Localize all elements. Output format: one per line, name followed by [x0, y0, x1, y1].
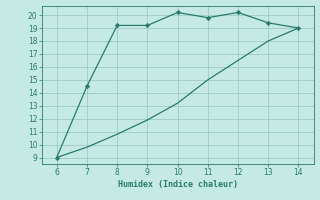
X-axis label: Humidex (Indice chaleur): Humidex (Indice chaleur) [118, 180, 237, 189]
